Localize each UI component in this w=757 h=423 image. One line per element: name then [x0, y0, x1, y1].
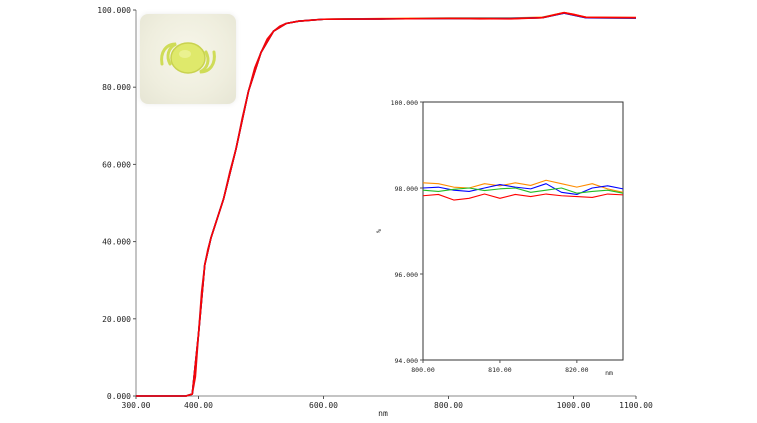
x-tick-label: 400.00 — [184, 401, 213, 410]
y-tick-label: 80.000 — [102, 83, 131, 92]
inset-frame — [422, 101, 624, 361]
series-line-3 — [422, 193, 624, 201]
inset-series-group — [422, 179, 624, 201]
x-tick-label: 800.00 — [411, 366, 435, 374]
series-line-0 — [422, 179, 624, 193]
series-line-4 — [136, 11, 637, 397]
y-tick-label: 20.000 — [102, 315, 131, 324]
y-tick-label: 94.000 — [395, 357, 419, 365]
main-y-ticks: 0.000 20.000 40.000 60.000 80.000 100.000 — [97, 6, 136, 401]
y-tick-label: 40.000 — [102, 238, 131, 247]
intraocular-lens-icon — [160, 42, 216, 74]
inset-x-ticks: 800.00 810.00 820.00 — [411, 360, 589, 374]
lens-photo — [140, 14, 236, 104]
x-tick-label: 800.00 — [434, 401, 463, 410]
x-tick-label: 1100.00 — [619, 401, 653, 410]
main-series-group — [136, 11, 637, 397]
series-line-1 — [422, 183, 624, 195]
y-tick-label: 100.000 — [391, 99, 418, 107]
y-tick-label: 0.000 — [107, 392, 131, 401]
inset-x-axis-label: nm — [605, 369, 613, 377]
y-tick-label: 96.000 — [395, 271, 419, 279]
y-tick-label: 100.000 — [97, 6, 131, 15]
x-tick-label: 810.00 — [488, 366, 512, 374]
series-line-2 — [422, 187, 624, 194]
y-tick-label: 98.000 — [395, 185, 419, 193]
inset-y-axis-label: % — [375, 229, 383, 233]
x-tick-label: 820.00 — [565, 366, 589, 374]
main-x-ticks: 300.00 400.00 600.00 800.00 1000.00 1100.00 — [122, 396, 653, 410]
x-tick-label: 1000.00 — [557, 401, 591, 410]
inset-y-ticks: 94.000 96.000 98.000 100.000 — [391, 99, 423, 365]
y-tick-label: 60.000 — [102, 160, 131, 169]
x-tick-label: 300.00 — [122, 401, 151, 410]
x-tick-label: 600.00 — [309, 401, 338, 410]
main-x-axis-label: nm — [378, 409, 388, 418]
